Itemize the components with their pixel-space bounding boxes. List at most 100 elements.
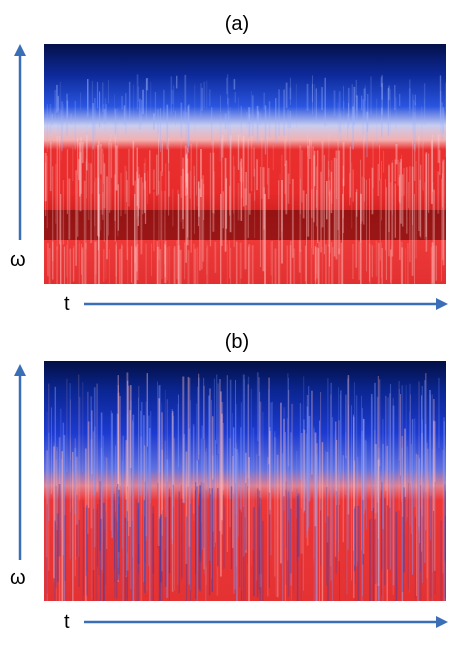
panel-b-streak: [300, 507, 302, 601]
panel-a-streak: [114, 108, 117, 134]
panel-a-streak: [389, 182, 392, 211]
panel-b-streak: [157, 483, 159, 549]
panel-b-streak: [54, 386, 56, 523]
panel-b-streak: [127, 486, 128, 553]
panel-b-streak: [421, 432, 423, 517]
panel-b-streak: [296, 496, 299, 601]
panel-b-streak: [247, 384, 249, 479]
panel-a-streak: [355, 95, 358, 120]
panel-b-streak: [102, 502, 105, 601]
panel-b-streak: [143, 499, 146, 593]
panel-b-streak: [102, 435, 104, 574]
panel-b-streak: [271, 401, 273, 488]
panel-a-streak: [326, 181, 328, 220]
panel-a-streak: [315, 247, 317, 283]
panel-a-streak: [264, 105, 267, 155]
panel-b-streak: [54, 520, 56, 601]
panel-a-streak: [327, 160, 329, 247]
panel-b-streak: [409, 411, 410, 593]
panel-a-dark-band: [44, 210, 446, 240]
panel-a-streak: [362, 99, 364, 143]
panel-a-streak: [415, 161, 417, 259]
panel-a-streak: [60, 241, 62, 284]
panel-b-streak: [287, 491, 290, 597]
panel-a-streak: [289, 87, 292, 100]
panel-b-streak: [364, 439, 367, 510]
panel-a-streak: [189, 170, 191, 199]
panel-a-streak: [165, 240, 167, 284]
panel-a-streak: [390, 249, 392, 284]
panel-a-streak: [381, 83, 383, 115]
panel-b-streak: [398, 389, 400, 461]
panel-b-streak: [382, 419, 384, 601]
panel-b-streak: [195, 482, 197, 574]
panel-a-streak: [139, 98, 141, 130]
panel-b-streak: [283, 407, 286, 511]
panel-b-streak: [354, 506, 356, 585]
panel-a-streak: [196, 142, 197, 196]
panel-b-streak: [392, 397, 394, 595]
panel-a-streak: [48, 248, 51, 284]
panel-b-streak: [196, 460, 198, 601]
panel-a-streak: [337, 102, 339, 138]
panel-b-streak: [159, 516, 161, 588]
panel-b-streak: [161, 402, 163, 494]
panel-b-label: (b): [224, 331, 250, 353]
panel-b-streak: [61, 458, 63, 601]
panel-b-streak: [205, 451, 207, 601]
panel-a-streak: [137, 178, 139, 226]
panel-a-streak: [256, 159, 258, 191]
panel-a-streak: [263, 92, 265, 110]
panel-a-streak: [145, 180, 147, 224]
panel-b-streak: [421, 395, 423, 552]
panel-a-streak: [87, 162, 90, 220]
panel-a-streak: [409, 166, 411, 263]
panel-b-streak: [290, 444, 292, 601]
panel-a-streak: [442, 173, 443, 208]
panel-b-streak: [303, 376, 305, 466]
panel-b-streak: [354, 460, 355, 566]
panel-b-streak: [270, 402, 272, 556]
panel-a-streak: [227, 98, 230, 146]
panel-b-streak: [243, 379, 246, 472]
panel-b-streak: [129, 410, 131, 527]
panel-b-streak: [127, 410, 128, 495]
panel-b-streak: [443, 417, 445, 484]
panel-a-streak: [356, 189, 358, 217]
panel-a-streak: [333, 157, 336, 257]
panel-a-streak: [414, 94, 416, 106]
panel-a-streak: [313, 155, 315, 223]
panel-a-streak: [248, 244, 251, 284]
panel-b-streak: [137, 502, 140, 564]
panel-a-streak: [298, 240, 301, 273]
panel-b-streak: [98, 499, 100, 575]
panel-a-streak: [285, 135, 287, 211]
panel-b-streak: [293, 498, 295, 594]
panel-b-streak: [79, 396, 81, 501]
panel-b-streak: [407, 482, 410, 590]
panel-a-streak: [134, 247, 137, 284]
panel-a-streak: [237, 134, 240, 170]
panel-a-streak: [441, 102, 443, 140]
panel-a-streak: [301, 150, 303, 203]
panel-b-streak: [258, 377, 260, 457]
panel-a-streak: [173, 85, 175, 113]
panel-b-streak: [211, 400, 212, 579]
panel-a-streak: [175, 110, 176, 127]
panel-a-streak: [176, 75, 178, 89]
panel-a-streak: [190, 143, 192, 253]
panel-b-streak: [55, 460, 57, 601]
panel-b-streak: [325, 450, 327, 523]
panel-a-streak: [445, 134, 446, 157]
panel-b-streak: [224, 506, 226, 568]
panel-b-streak: [392, 405, 395, 586]
panel-a-streak: [206, 247, 208, 284]
panel-b-streak: [222, 423, 224, 491]
panel-b-streak: [46, 411, 48, 565]
panel-a-spectrogram: [44, 44, 446, 284]
panel-b-streak: [382, 444, 384, 530]
panel-a-streak: [75, 170, 77, 266]
panel-a-streak: [114, 137, 116, 242]
panel-b-streak: [181, 498, 183, 578]
panel-b-streak: [199, 485, 202, 563]
